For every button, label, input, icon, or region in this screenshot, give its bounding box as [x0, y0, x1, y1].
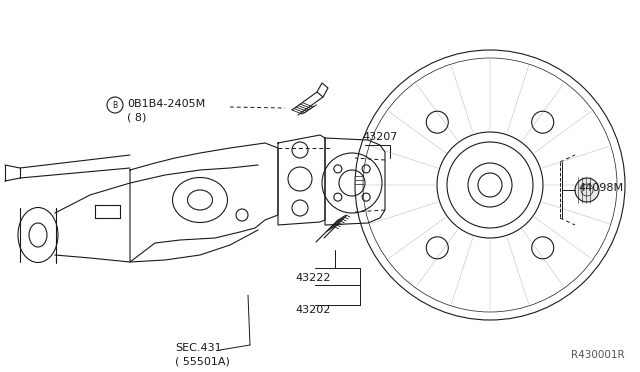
Text: 43222: 43222 [295, 273, 330, 283]
Text: 43202: 43202 [295, 305, 330, 315]
Text: R430001R: R430001R [572, 350, 625, 360]
Text: ( 8): ( 8) [127, 112, 147, 122]
Circle shape [575, 178, 599, 202]
Text: B: B [113, 100, 118, 109]
Text: 43207: 43207 [362, 132, 397, 142]
Text: SEC.431: SEC.431 [175, 343, 221, 353]
Text: 44098M: 44098M [578, 183, 623, 193]
Text: 0B1B4-2405M: 0B1B4-2405M [127, 99, 205, 109]
Text: ( 55501A): ( 55501A) [175, 356, 230, 366]
